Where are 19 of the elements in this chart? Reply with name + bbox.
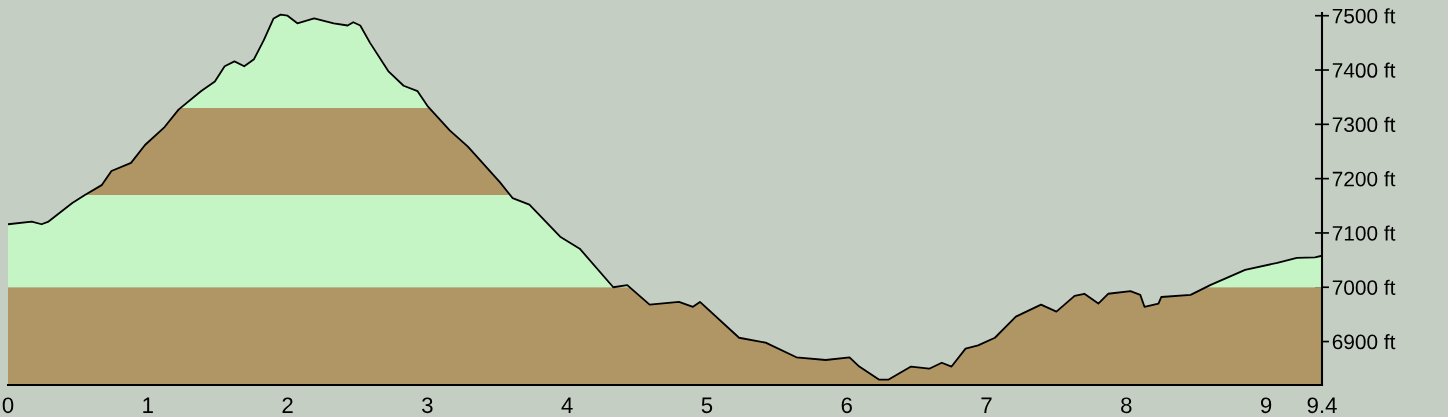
line-series	[8, 13, 1322, 381]
x-tick-label: 9.4	[1307, 397, 1337, 414]
y-tick-label: 6900 ft	[1332, 334, 1396, 350]
y-tick-label: 7000 ft	[1332, 279, 1396, 295]
x-tick-label: 9	[1260, 397, 1272, 414]
x-tick-label: 2	[282, 397, 293, 413]
y-tick-label: 7300 ft	[1332, 116, 1396, 133]
y-tick-label: 7400 ft	[1332, 62, 1396, 78]
x-tick-label: 4	[561, 397, 573, 413]
x-tick-label: 1	[143, 397, 153, 413]
y-tick-label: 7100 ft	[1332, 225, 1396, 241]
x-tick-label: 7	[981, 397, 992, 413]
x-tick-label: 3	[422, 397, 433, 414]
x-tick-label: 5	[701, 397, 713, 414]
x-tick-label: 0	[2, 397, 14, 414]
y-tick-label: 7500 ft	[1332, 8, 1396, 24]
y-tick-label: 7200 ft	[1332, 171, 1396, 187]
x-tick-label: 8	[1121, 397, 1132, 414]
x-tick-label: 6	[841, 397, 852, 414]
